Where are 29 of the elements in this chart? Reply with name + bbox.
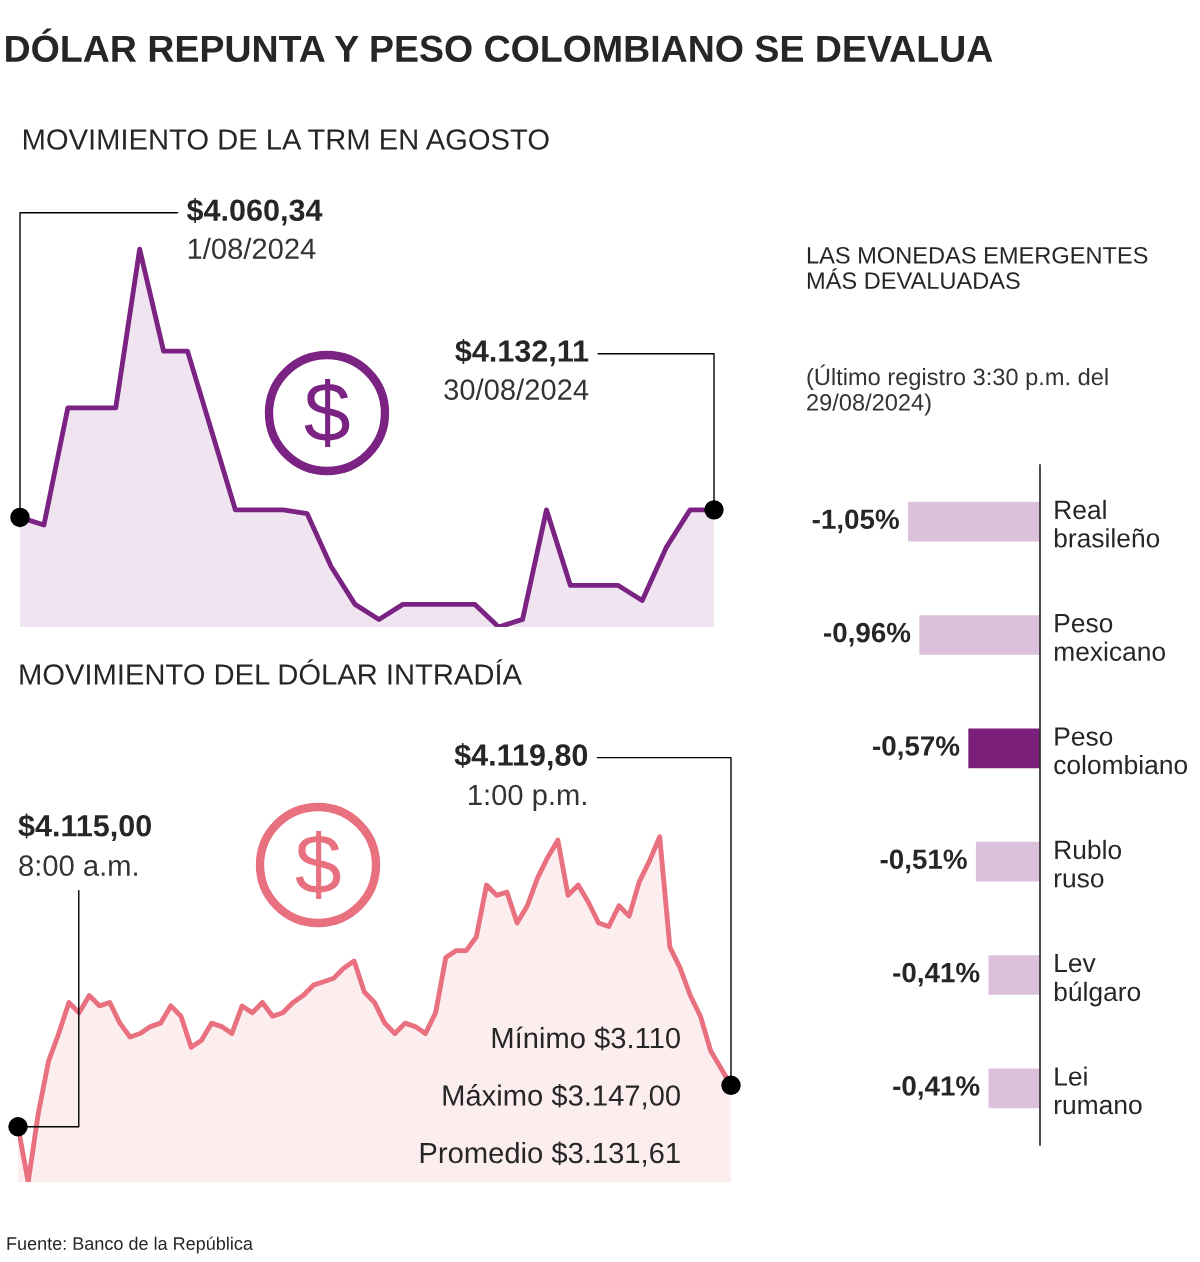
data-label: -1,05% (812, 509, 899, 534)
data-label: -0,51% (880, 849, 967, 874)
annotation: 30/08/2024 (444, 378, 589, 400)
chart-title: MOVIMIENTO DEL DÓLAR INTRADÍA (20, 659, 522, 685)
annotation: Promedio $3.131,61 (420, 1141, 680, 1167)
source-note: Fuente: Banco de la República (7, 1236, 253, 1254)
y-tick-label: Real brasileño (1054, 499, 1160, 548)
y-tick-label: Lei rumano (1054, 1066, 1142, 1115)
annotation: Máximo $3.147,00 (443, 1083, 680, 1110)
data-label: -0,41% (893, 1076, 980, 1100)
y-tick-label: Rublo ruso (1054, 839, 1122, 888)
annotation: 8:00 a.m. (19, 855, 137, 877)
annotation: 1/08/2024 (188, 237, 316, 260)
chart-subtitle: MOVIMIENTO DE LA TRM EN AGOSTO (23, 129, 549, 150)
y-tick-label: Peso colombiano (1054, 727, 1188, 775)
data-label: -0,57% (873, 736, 960, 760)
data-label: -0,96% (824, 622, 911, 647)
y-tick-label: Peso mexicano (1054, 614, 1166, 661)
y-tick-label: Lev búlgaro (1054, 953, 1141, 1007)
annotation: $4.132,11 (455, 338, 589, 367)
annotation: $4.115,00 (18, 813, 151, 842)
annotation: Mínimo $3.110 (492, 1026, 680, 1051)
text: 1:00 p.m. (469, 784, 586, 812)
data-label: -0,41% (893, 962, 980, 987)
chart-title: LAS MONEDAS EMERGENTES MÁS DEVALUADAS (807, 246, 1148, 290)
text: $4.060,34 (186, 198, 323, 226)
text: $4.119,80 (454, 742, 588, 771)
chart-subtitle: (Último registro 3:30 p.m. del 29/08/2024) (807, 364, 1108, 416)
chart-title: DÓLAR REPUNTA Y PESO COLOMBIANO SE DEVALUA (6, 28, 993, 63)
